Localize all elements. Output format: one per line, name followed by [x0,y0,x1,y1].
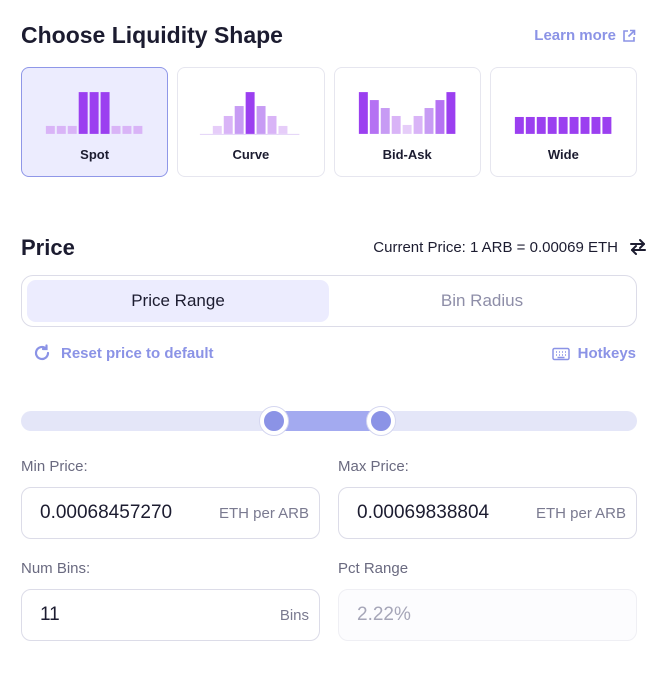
shape-label-curve: Curve [232,147,270,162]
shape-label-wide: Wide [547,147,579,162]
shape-label-spot: Spot [80,147,110,162]
swap-arrows-icon[interactable] [628,238,648,256]
shape-card-wide[interactable]: Wide [489,67,637,177]
reset-price-label: Reset price to default [61,344,214,362]
pct-range-field: 2.22% [338,589,637,641]
tab-bin-radius[interactable]: Bin Radius [440,291,524,310]
price-mode-tabs: Price Range Bin Radius [21,275,637,327]
slider-selected-range [273,411,382,431]
hotkeys-label: Hotkeys [577,345,636,362]
learn-more-link[interactable]: Learn more [534,27,636,44]
min-price-label: Min Price: [21,458,88,475]
num-bins-label: Num Bins: [21,560,91,577]
liquidity-shape-selector: Spot Curve [21,67,637,177]
hotkeys-button[interactable]: Hotkeys [551,345,636,362]
price-section-title: Price [21,235,75,260]
slider-min-handle[interactable] [259,407,288,435]
slider-max-handle[interactable] [367,407,396,435]
num-bins-value[interactable]: 11 [40,604,60,625]
pct-range-label: Pct Range [338,560,409,577]
shape-card-curve[interactable]: Curve [177,67,325,177]
num-bins-unit: Bins [279,606,309,624]
pct-range-value: 2.22% [357,604,411,625]
reset-price-button[interactable]: Reset price to default [33,344,214,362]
learn-more-label: Learn more [534,27,616,44]
shape-label-bid-ask: Bid-Ask [382,147,432,162]
price-range-slider[interactable] [21,407,637,435]
bid-ask-shape-icon [335,90,480,136]
min-price-value[interactable]: 0.00068457270 [40,502,173,523]
shape-card-spot[interactable]: Spot [21,67,169,177]
tab-price-range[interactable]: Price Range [27,280,329,322]
refresh-icon [34,344,50,361]
current-price-display: Current Price: 1 ARB = 0.00069 ETH [373,238,648,256]
min-price-unit: ETH per ARB [218,504,309,522]
spot-shape-icon [22,90,167,136]
keyboard-icon [551,347,570,360]
max-price-field[interactable]: 0.00069838804 ETH per ARB [338,487,637,539]
max-price-unit: ETH per ARB [535,504,626,522]
current-price-text: Current Price: 1 ARB = 0.00069 ETH [373,238,618,256]
curve-shape-icon [178,90,323,136]
external-link-icon [623,29,636,42]
num-bins-field[interactable]: 11 Bins [21,589,320,641]
page-title: Choose Liquidity Shape [21,22,283,48]
wide-shape-icon [491,90,636,136]
shape-card-bid-ask[interactable]: Bid-Ask [333,67,481,177]
max-price-value[interactable]: 0.00069838804 [357,502,490,523]
max-price-label: Max Price: [338,458,409,475]
min-price-field[interactable]: 0.00068457270 ETH per ARB [21,487,320,539]
